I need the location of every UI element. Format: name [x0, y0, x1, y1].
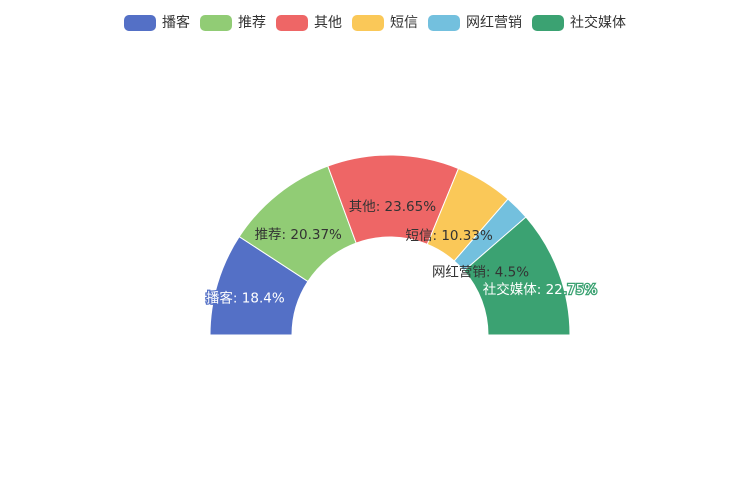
slices	[209, 154, 571, 336]
legend-swatch-4	[352, 15, 384, 31]
legend-label-3: 其他	[314, 15, 342, 31]
legend-item-5[interactable]: 网红营销	[428, 15, 522, 31]
legend-swatch-3	[276, 15, 308, 31]
slice-label-3: 其他: 23.65%	[349, 199, 436, 215]
legend-label-4: 短信	[390, 15, 418, 31]
legend-item-1[interactable]: 播客	[124, 14, 190, 31]
legend: 播客 推荐 其他 短信 网红营销 社交媒体	[124, 14, 626, 31]
slice-label-1: 播客: 18.4%	[206, 290, 285, 307]
legend-item-2[interactable]: 推荐	[200, 15, 266, 31]
legend-label-1: 播客	[162, 14, 190, 31]
slice-label-5: 网红营销: 4.5%	[432, 264, 529, 280]
legend-item-6[interactable]: 社交媒体	[532, 14, 626, 31]
legend-item-3[interactable]: 其他	[276, 15, 342, 31]
legend-swatch-2	[200, 15, 232, 31]
slice-label-6: 社交媒体: 22.75%	[483, 281, 597, 298]
legend-swatch-1	[124, 15, 156, 31]
slice-label-2: 推荐: 20.37%	[255, 227, 342, 243]
slice-label-4: 短信: 10.33%	[406, 228, 493, 244]
legend-label-5: 网红营销	[466, 15, 522, 31]
legend-item-4[interactable]: 短信	[352, 15, 418, 31]
legend-swatch-6	[532, 15, 564, 31]
legend-label-2: 推荐	[238, 15, 266, 31]
slice-labels: 播客: 18.4% 推荐: 20.37% 其他: 23.65% 短信: 10.33% 网…	[205, 199, 599, 308]
legend-label-6: 社交媒体	[570, 14, 626, 31]
legend-swatch-5	[428, 15, 460, 31]
slice-6[interactable]	[463, 216, 571, 336]
